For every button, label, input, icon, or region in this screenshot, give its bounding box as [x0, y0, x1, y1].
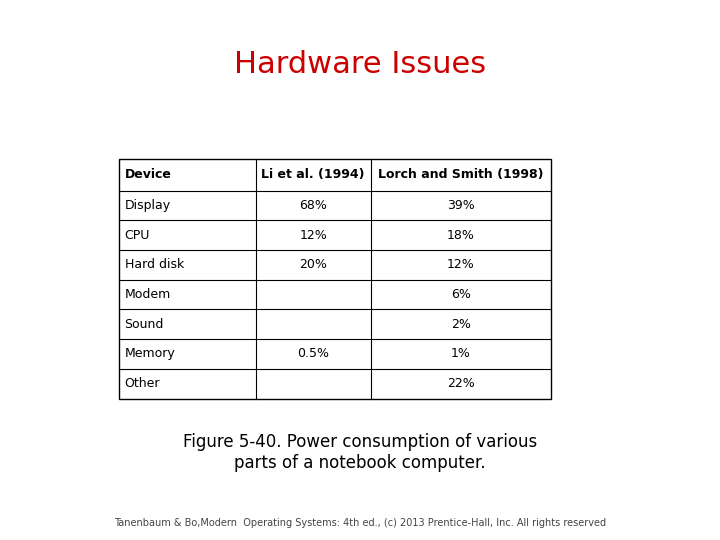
Text: Li et al. (1994): Li et al. (1994): [261, 168, 365, 181]
Text: Device: Device: [125, 168, 171, 181]
Text: Modem: Modem: [125, 288, 171, 301]
Text: 12%: 12%: [447, 258, 474, 272]
Text: 2%: 2%: [451, 318, 471, 331]
Text: 12%: 12%: [300, 228, 327, 242]
Text: 39%: 39%: [447, 199, 474, 212]
Text: Figure 5-40. Power consumption of various
parts of a notebook computer.: Figure 5-40. Power consumption of variou…: [183, 433, 537, 472]
Text: CPU: CPU: [125, 228, 150, 242]
Text: 22%: 22%: [447, 377, 474, 390]
Text: Lorch and Smith (1998): Lorch and Smith (1998): [378, 168, 544, 181]
Text: Sound: Sound: [125, 318, 164, 331]
Text: Display: Display: [125, 199, 171, 212]
Text: 0.5%: 0.5%: [297, 347, 329, 361]
Text: 20%: 20%: [300, 258, 327, 272]
Text: Memory: Memory: [125, 347, 175, 361]
Text: Tanenbaum & Bo,Modern  Operating Systems: 4th ed., (c) 2013 Prentice-Hall, Inc. : Tanenbaum & Bo,Modern Operating Systems:…: [114, 518, 606, 528]
Text: Hard disk: Hard disk: [125, 258, 184, 272]
Text: 1%: 1%: [451, 347, 471, 361]
Text: 68%: 68%: [300, 199, 327, 212]
Text: 6%: 6%: [451, 288, 471, 301]
Text: 18%: 18%: [447, 228, 474, 242]
Text: Other: Other: [125, 377, 160, 390]
Text: Hardware Issues: Hardware Issues: [234, 50, 486, 79]
